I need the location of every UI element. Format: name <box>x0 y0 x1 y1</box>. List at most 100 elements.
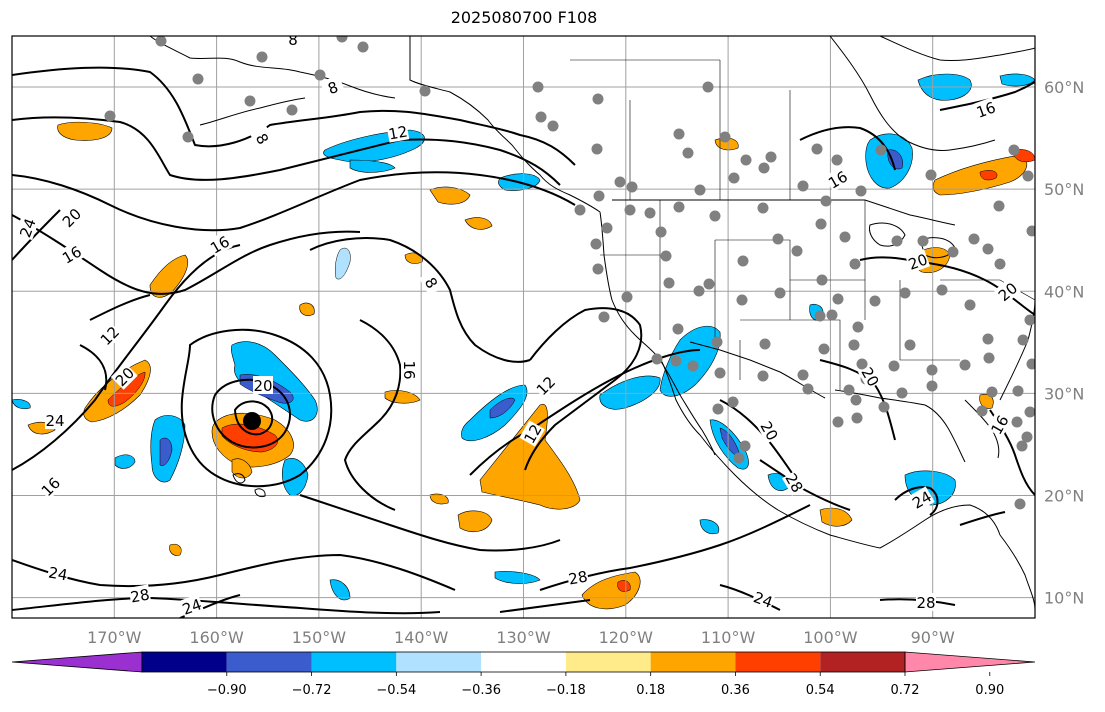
station-dot <box>703 278 715 290</box>
contour-label: 24 <box>751 588 775 611</box>
longitude-tick-label: 130°W <box>496 628 551 647</box>
contour-label-bg <box>57 203 85 231</box>
hudson-bay-coast <box>829 36 996 151</box>
station-dot <box>848 339 860 351</box>
station-dot <box>286 104 298 116</box>
station-dot <box>891 235 903 247</box>
hawaii <box>232 473 246 484</box>
contour-label: 16 <box>974 98 998 121</box>
contour-label: 28 <box>916 594 935 612</box>
colorbar-tick-label: −0.54 <box>376 683 416 698</box>
station-dot <box>682 147 694 159</box>
neg-area-small-4 <box>699 519 720 535</box>
contour-20-south <box>299 494 561 552</box>
station-dot <box>757 202 769 214</box>
gulf-coast <box>834 389 966 463</box>
contour-label-bg <box>993 277 1021 305</box>
contour-label-bg <box>386 121 410 143</box>
contour-8-central <box>309 237 531 363</box>
contour-20-se <box>499 599 591 613</box>
station-dot <box>644 207 656 219</box>
longitude-tick-label: 100°W <box>803 628 858 647</box>
station-dot <box>155 36 167 47</box>
station-dot <box>672 323 684 335</box>
station-dot <box>816 274 828 286</box>
station-dot <box>736 294 748 306</box>
station-dot <box>791 245 803 257</box>
neg-area-cyclone-north <box>231 341 318 422</box>
station-dot <box>1017 334 1029 346</box>
station-dot <box>855 185 867 197</box>
contour-label: 28 <box>567 567 589 588</box>
contour-16-ne <box>939 81 1035 111</box>
station-dot <box>694 184 706 196</box>
station-dot <box>719 131 731 143</box>
pos-area-small-1 <box>404 252 423 264</box>
colorbar-tick-label: −0.18 <box>546 683 586 698</box>
aleutians <box>199 97 306 126</box>
station-dot <box>591 143 603 155</box>
pos-area-small-4 <box>169 543 182 556</box>
station-dot <box>663 277 675 289</box>
station-dot <box>986 386 998 398</box>
contour-24-south <box>12 553 456 591</box>
neg-area-south-mid <box>329 579 351 601</box>
contour-label-bg <box>531 371 559 399</box>
station-dot <box>244 95 256 107</box>
contour-label-bg <box>519 420 545 447</box>
station-dots <box>104 36 1035 510</box>
contour-28-mexico <box>759 459 851 511</box>
station-dot <box>693 285 705 297</box>
pos-area-northwest <box>57 121 113 141</box>
latitude-tick-label: 10°N <box>1044 589 1084 608</box>
pos-area-far-south-core <box>617 580 631 592</box>
station-dot <box>802 383 814 395</box>
us-mexico-border <box>689 341 826 399</box>
contour-24-west <box>12 209 61 261</box>
station-dot <box>712 403 724 415</box>
contour-label-bg <box>986 411 1012 438</box>
mexico-coast-south <box>879 504 1001 549</box>
station-dot <box>673 128 685 140</box>
station-dot <box>982 243 994 255</box>
contour-label-bg <box>253 376 273 394</box>
station-dot <box>765 151 777 163</box>
contour-label: 20 <box>906 250 930 273</box>
contour-label-bg <box>46 562 70 584</box>
pos-area-small-6 <box>299 302 315 316</box>
station-dot <box>976 405 988 417</box>
pos-area-ne-us-core <box>979 170 998 181</box>
contour-label: 24 <box>180 595 204 618</box>
colorbar: −0.90 −0.72 −0.54 −0.36 −0.18 0.18 0.36 0.54 0.7… <box>11 651 1036 698</box>
station-dot <box>850 394 862 406</box>
station-dot <box>875 144 887 156</box>
station-dot <box>739 440 751 452</box>
station-dot <box>737 255 749 267</box>
station-dot <box>959 359 971 371</box>
contour-label-bg <box>110 362 138 390</box>
longitude-tick-label: 150°W <box>292 628 347 647</box>
colorbar-tick-label: 0.36 <box>721 683 750 698</box>
station-dot <box>814 310 826 322</box>
station-dot <box>983 352 995 364</box>
station-dot <box>1024 406 1035 418</box>
station-dot <box>673 201 685 213</box>
contour-8-north <box>12 66 576 166</box>
station-dot <box>818 343 830 355</box>
longitude-tick-label: 110°W <box>701 628 756 647</box>
contour-16-west <box>12 244 241 471</box>
station-dot <box>820 195 832 207</box>
contour-8-se <box>524 307 643 471</box>
map-title: 2025080700 F108 <box>450 8 598 27</box>
colorbar-segment <box>226 652 312 672</box>
latitude-tick-label: 30°N <box>1044 384 1084 403</box>
colorbar-tick-label: −0.36 <box>461 683 501 698</box>
contour-label-bg <box>45 411 65 429</box>
contour-label-bg <box>757 417 783 444</box>
latitude-tick-label: 60°N <box>1044 78 1084 97</box>
station-dot <box>757 370 769 382</box>
neg-area-southwest-us <box>659 325 721 397</box>
pos-area-far-south <box>581 571 641 610</box>
station-dot <box>1022 170 1034 182</box>
station-dot <box>1012 385 1024 397</box>
